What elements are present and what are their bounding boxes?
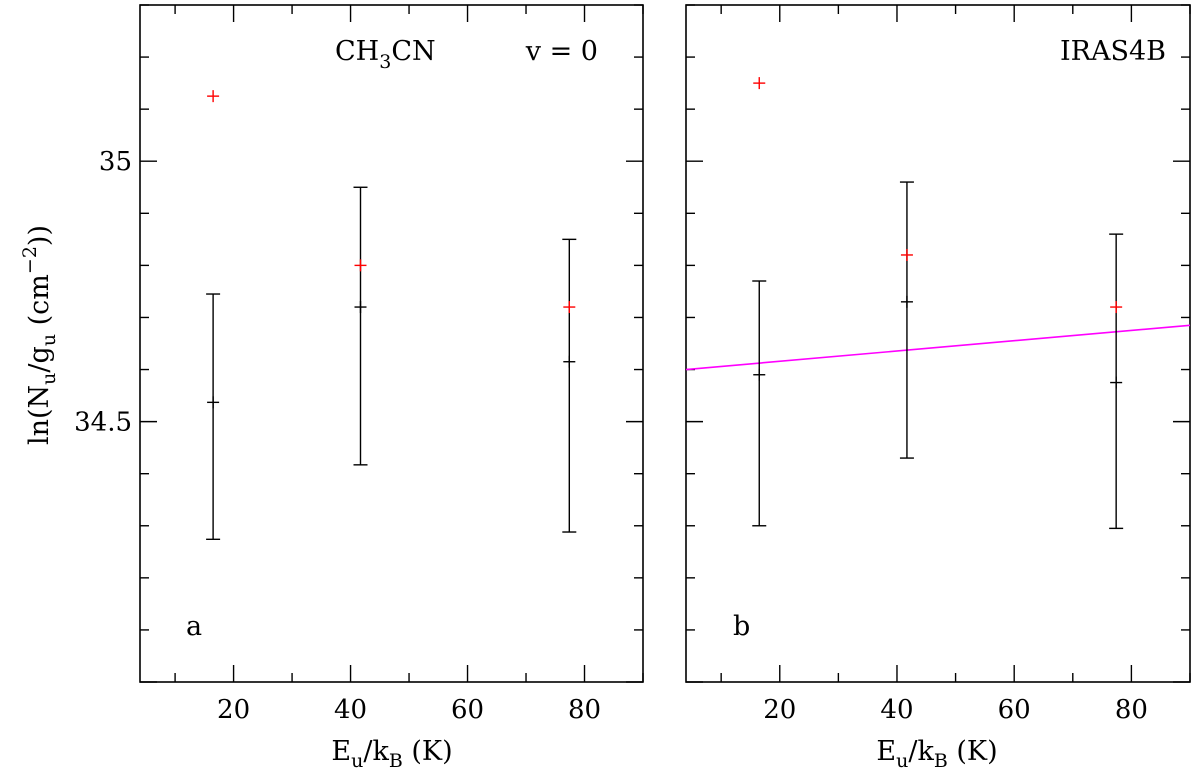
data-point-a: [563, 355, 576, 368]
x-tick-label-a: 40: [334, 695, 367, 725]
data-point-a: [207, 396, 220, 409]
x-tick-label-b: 20: [763, 695, 796, 725]
panel-a: 20 40 60 80 34.5 35: [74, 4, 644, 725]
x-tick-label-b: 40: [880, 695, 913, 725]
data-point-a: [563, 301, 576, 314]
data-point-b: [900, 295, 913, 308]
data-point-b: [753, 368, 766, 381]
panel-b: 20 40 60 80: [685, 4, 1191, 725]
x-tick-label-a: 60: [451, 695, 484, 725]
molecule-annotation: CH3CN: [335, 36, 436, 73]
data-point-b: [900, 248, 913, 261]
plot-frame-a: [139, 4, 644, 683]
x-axis-label-b: Eu/kB (K): [876, 736, 997, 772]
state-annotation: v = 0: [525, 36, 598, 67]
y-tick-label-a: 34.5: [74, 408, 132, 438]
data-point-b: [753, 77, 766, 90]
data-point-a: [207, 90, 220, 103]
data-point-b: [1110, 376, 1123, 389]
data-point-a: [354, 301, 367, 314]
fit-line-b: [685, 324, 1191, 371]
x-tick-label-b: 60: [998, 695, 1031, 725]
source-annotation: IRAS4B: [1060, 36, 1166, 67]
data-point-b: [1110, 301, 1123, 314]
x-tick-label-a: 20: [217, 695, 250, 725]
y-tick-label-a: 35: [99, 147, 132, 177]
x-axis-label-a: Eu/kB (K): [331, 736, 452, 772]
panel-label-b: b: [733, 611, 750, 642]
plot-frame-b: [685, 4, 1191, 683]
x-tick-label-b: 80: [1115, 695, 1148, 725]
x-tick-label-a: 80: [568, 695, 601, 725]
panel-label-a: a: [186, 611, 202, 642]
data-point-a: [354, 259, 367, 272]
y-axis-label: ln(Nu/gu (cm−2)): [19, 225, 60, 445]
